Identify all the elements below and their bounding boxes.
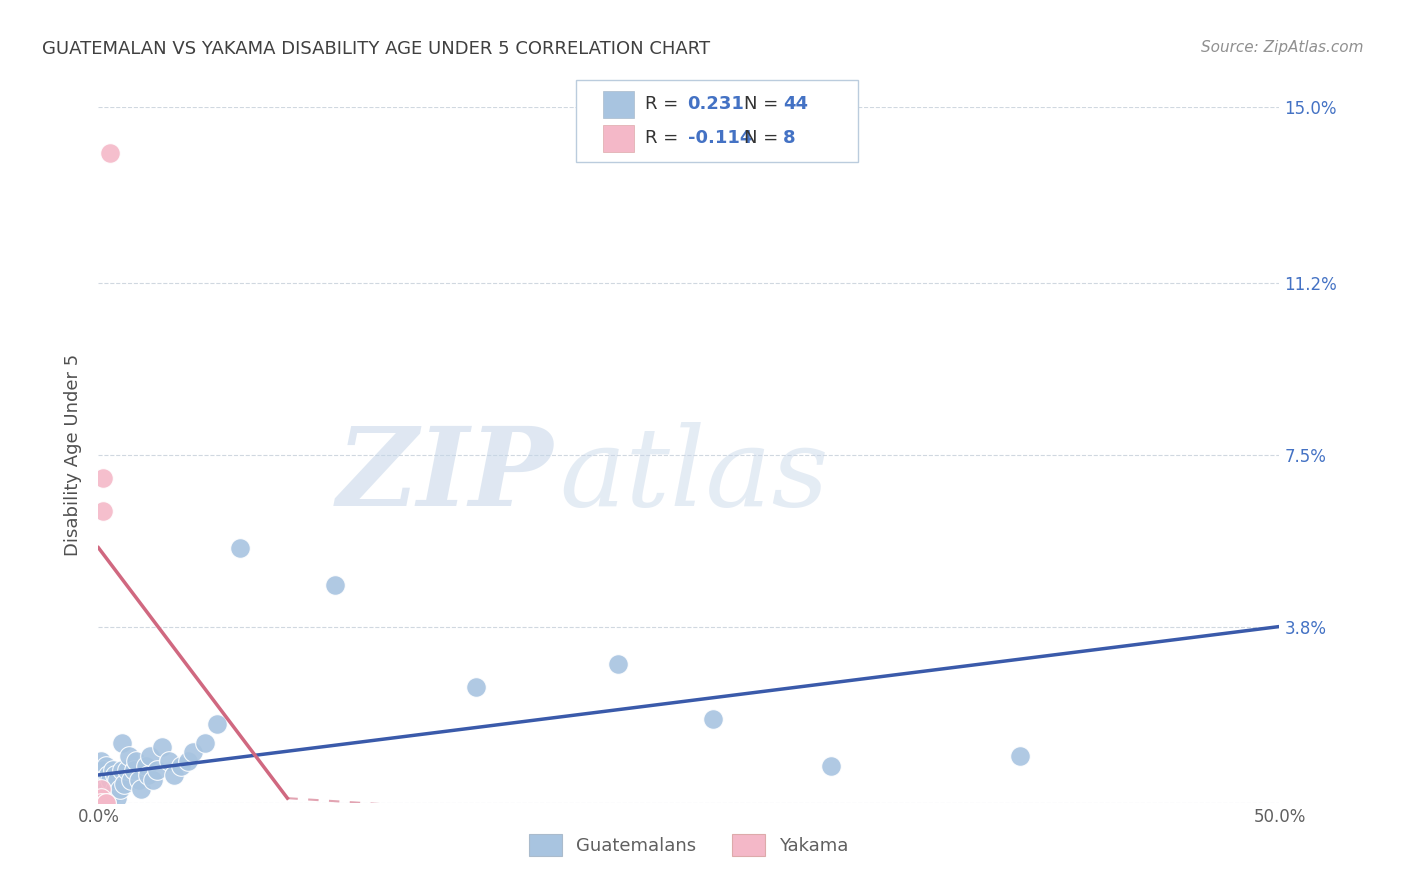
Point [90,768,112,782]
Text: 44: 44 [783,95,808,113]
Text: R =: R = [645,95,685,113]
Y-axis label: Disability Age Under 5: Disability Age Under 5 [65,354,83,556]
Point [108,781,131,796]
Point [91,471,114,485]
Point [98,791,121,805]
Point [139,749,162,764]
Point [90,754,112,768]
Point [820,758,842,772]
Point [125,754,148,768]
Point [91,764,114,778]
Point [194,735,217,749]
Point [607,657,630,671]
Point [98,772,121,787]
Point [128,772,150,787]
Point [91,503,114,517]
Text: R =: R = [645,129,685,147]
Point [115,764,138,778]
Text: GUATEMALAN VS YAKAMA DISABILITY AGE UNDER 5 CORRELATION CHART: GUATEMALAN VS YAKAMA DISABILITY AGE UNDE… [42,40,710,58]
Point [229,541,252,555]
Point [702,712,724,726]
Point [150,740,173,755]
Point [135,758,157,772]
Legend: Guatemalans, Yakama: Guatemalans, Yakama [522,827,856,863]
Point [465,680,488,694]
Point [104,768,127,782]
Point [177,754,200,768]
Point [112,777,135,791]
Point [104,781,127,796]
Text: N =: N = [744,95,783,113]
Point [98,146,121,161]
Point [118,749,141,764]
Text: atlas: atlas [560,422,828,530]
Point [146,764,169,778]
Text: N =: N = [744,129,783,147]
Text: Source: ZipAtlas.com: Source: ZipAtlas.com [1201,40,1364,55]
Point [1008,749,1031,764]
Point [142,772,165,787]
Point [323,578,346,592]
Point [205,717,228,731]
Point [105,772,128,787]
Point [97,768,120,782]
Point [94,796,117,810]
Point [170,758,193,772]
Point [129,781,152,796]
Point [101,787,124,801]
Text: -0.114: -0.114 [688,129,752,147]
Text: 8: 8 [783,129,796,147]
Point [101,764,124,778]
Text: ZIP: ZIP [336,422,553,530]
Point [121,772,143,787]
Point [94,796,117,810]
Point [136,768,159,782]
Point [111,735,134,749]
Point [90,781,112,796]
Point [181,745,204,759]
Point [90,796,112,810]
Point [157,754,180,768]
Point [97,787,120,801]
Point [122,764,145,778]
Point [90,781,112,796]
Point [94,758,117,772]
Point [163,768,186,782]
Point [94,781,117,796]
Point [90,791,112,805]
Point [105,791,128,805]
Point [111,764,134,778]
Text: 0.231: 0.231 [688,95,744,113]
Point [91,777,114,791]
